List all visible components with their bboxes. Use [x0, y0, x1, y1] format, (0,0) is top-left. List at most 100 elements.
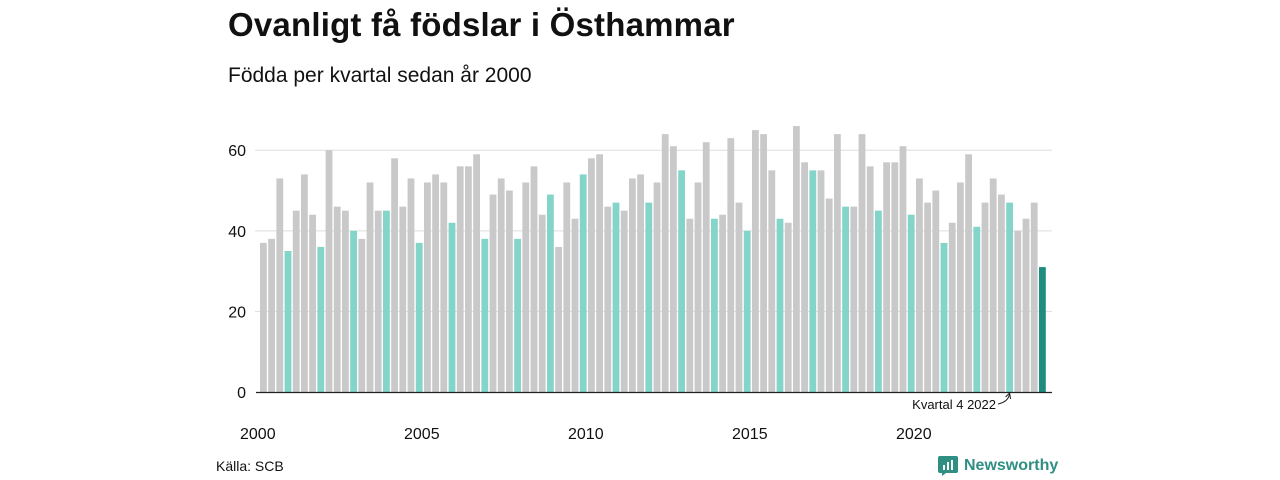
bar: [440, 182, 448, 392]
bar: [342, 210, 349, 392]
bar: [916, 178, 923, 392]
bar: [670, 146, 677, 392]
bar: [374, 210, 382, 392]
bar: [620, 210, 628, 392]
bar: [686, 218, 694, 392]
bar: [678, 170, 685, 392]
bar: [989, 178, 997, 392]
bar: [653, 182, 661, 392]
bar: [268, 238, 275, 392]
bar: [719, 214, 726, 392]
bar: [292, 210, 300, 392]
y-tick-label: 0: [237, 385, 246, 402]
bar: [637, 174, 644, 392]
x-tick-label: 2015: [732, 426, 768, 443]
bar: [940, 242, 948, 392]
bar: [538, 214, 546, 392]
bar: [629, 178, 636, 392]
bar: [711, 218, 718, 392]
brand-name: Newsworthy: [964, 457, 1059, 474]
bar: [415, 242, 423, 392]
bar: [875, 210, 882, 392]
bar: [1039, 267, 1046, 392]
bar: [555, 246, 562, 392]
bar: [350, 230, 357, 392]
bar: [793, 126, 800, 392]
bar: [735, 202, 743, 392]
bar: [891, 162, 899, 392]
bar: [1006, 202, 1013, 392]
bar: [530, 166, 538, 392]
bar: [432, 174, 439, 392]
bar: [497, 178, 505, 392]
brand-logo: Newsworthy: [938, 456, 1058, 476]
bar: [301, 174, 308, 392]
bar: [924, 202, 931, 392]
bar: [948, 222, 956, 392]
bar: [776, 218, 784, 392]
bar: [899, 146, 907, 392]
bar: [727, 138, 735, 392]
bar: [358, 238, 366, 392]
annotation-label: Kvartal 4 2022: [912, 397, 996, 412]
bar: [661, 134, 669, 392]
bar: [563, 182, 571, 392]
bar: [547, 194, 554, 392]
bar: [645, 202, 653, 392]
bar: [309, 214, 316, 392]
bar: [834, 134, 841, 392]
bar: [907, 214, 915, 392]
bar: [784, 222, 792, 392]
bar: [481, 238, 489, 392]
chart-title: Ovanligt få födslar i Östhammar: [228, 6, 735, 43]
y-tick-label: 60: [228, 143, 246, 160]
bar: [825, 198, 833, 392]
bar: [957, 182, 964, 392]
bar: [702, 142, 710, 392]
bar: [768, 170, 776, 392]
bar: [743, 230, 751, 392]
bar: [317, 246, 325, 392]
bar: [407, 178, 415, 392]
bar: [579, 174, 587, 392]
bar: [522, 182, 530, 392]
bar: [465, 166, 472, 392]
bar: [612, 202, 620, 392]
bar: [809, 170, 817, 392]
bar: [1022, 218, 1030, 392]
source-note: Källa: SCB: [216, 458, 284, 474]
bar: [571, 218, 579, 392]
bar: [760, 134, 767, 392]
bar: [596, 154, 603, 392]
newsworthy-logo-icon: [938, 456, 958, 476]
chart-subtitle: Födda per kvartal sedan år 2000: [228, 64, 532, 87]
bar: [694, 182, 702, 392]
bar: [752, 130, 759, 392]
y-tick-label: 20: [228, 304, 246, 321]
bar: [973, 226, 981, 392]
bar: [260, 242, 267, 392]
bar: [1014, 230, 1022, 392]
bar: [424, 182, 431, 392]
annotation-arrowhead: [1005, 391, 1012, 400]
bar: [325, 150, 333, 392]
bar: [858, 134, 866, 392]
bar: [817, 170, 825, 392]
bar: [456, 166, 464, 392]
bar: [998, 194, 1005, 392]
bar: [366, 182, 374, 392]
bar: [399, 206, 407, 392]
bar: [391, 158, 398, 392]
bar: [850, 206, 858, 392]
bar: [965, 154, 972, 392]
bar: [473, 154, 480, 392]
x-tick-label: 2010: [568, 426, 604, 443]
x-tick-label: 2005: [404, 426, 440, 443]
bar: [448, 222, 456, 392]
x-tick-label: 2020: [896, 426, 932, 443]
bar: [604, 206, 612, 392]
bar: [514, 238, 521, 392]
bar: [588, 158, 595, 392]
bar: [333, 206, 341, 392]
